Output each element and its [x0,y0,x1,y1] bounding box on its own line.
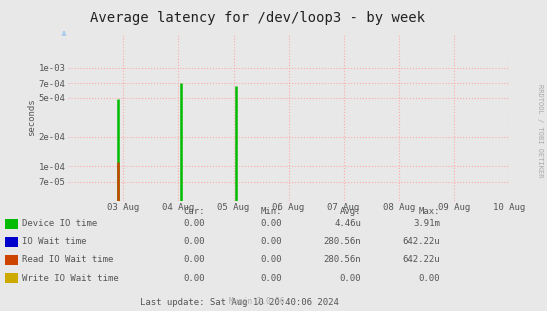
Text: Max:: Max: [419,207,440,216]
Text: RRDTOOL / TOBI OETIKER: RRDTOOL / TOBI OETIKER [538,84,543,177]
Text: 280.56n: 280.56n [323,238,361,246]
Text: 0.00: 0.00 [184,238,205,246]
Text: 0.00: 0.00 [184,274,205,282]
Text: 0.00: 0.00 [419,274,440,282]
Text: 0.00: 0.00 [260,220,282,228]
Text: 642.22u: 642.22u [403,256,440,264]
Text: 642.22u: 642.22u [403,238,440,246]
Text: Avg:: Avg: [340,207,361,216]
Text: 0.00: 0.00 [184,220,205,228]
Text: Min:: Min: [260,207,282,216]
Text: 0.00: 0.00 [260,238,282,246]
Text: 0.00: 0.00 [260,274,282,282]
Text: 0.00: 0.00 [260,256,282,264]
Text: Device IO time: Device IO time [22,220,97,228]
Text: 280.56n: 280.56n [323,256,361,264]
Text: 3.91m: 3.91m [414,220,440,228]
Text: Read IO Wait time: Read IO Wait time [22,256,113,264]
Text: Cur:: Cur: [184,207,205,216]
Text: 0.00: 0.00 [184,256,205,264]
Text: 0.00: 0.00 [340,274,361,282]
Text: Write IO Wait time: Write IO Wait time [22,274,119,282]
Text: 4.46u: 4.46u [334,220,361,228]
Text: IO Wait time: IO Wait time [22,238,86,246]
Y-axis label: seconds: seconds [27,99,36,136]
Text: Last update: Sat Aug 10 20:40:06 2024: Last update: Sat Aug 10 20:40:06 2024 [140,298,339,307]
Text: Munin 2.0.56: Munin 2.0.56 [229,297,285,306]
Text: Average latency for /dev/loop3 - by week: Average latency for /dev/loop3 - by week [90,11,424,25]
